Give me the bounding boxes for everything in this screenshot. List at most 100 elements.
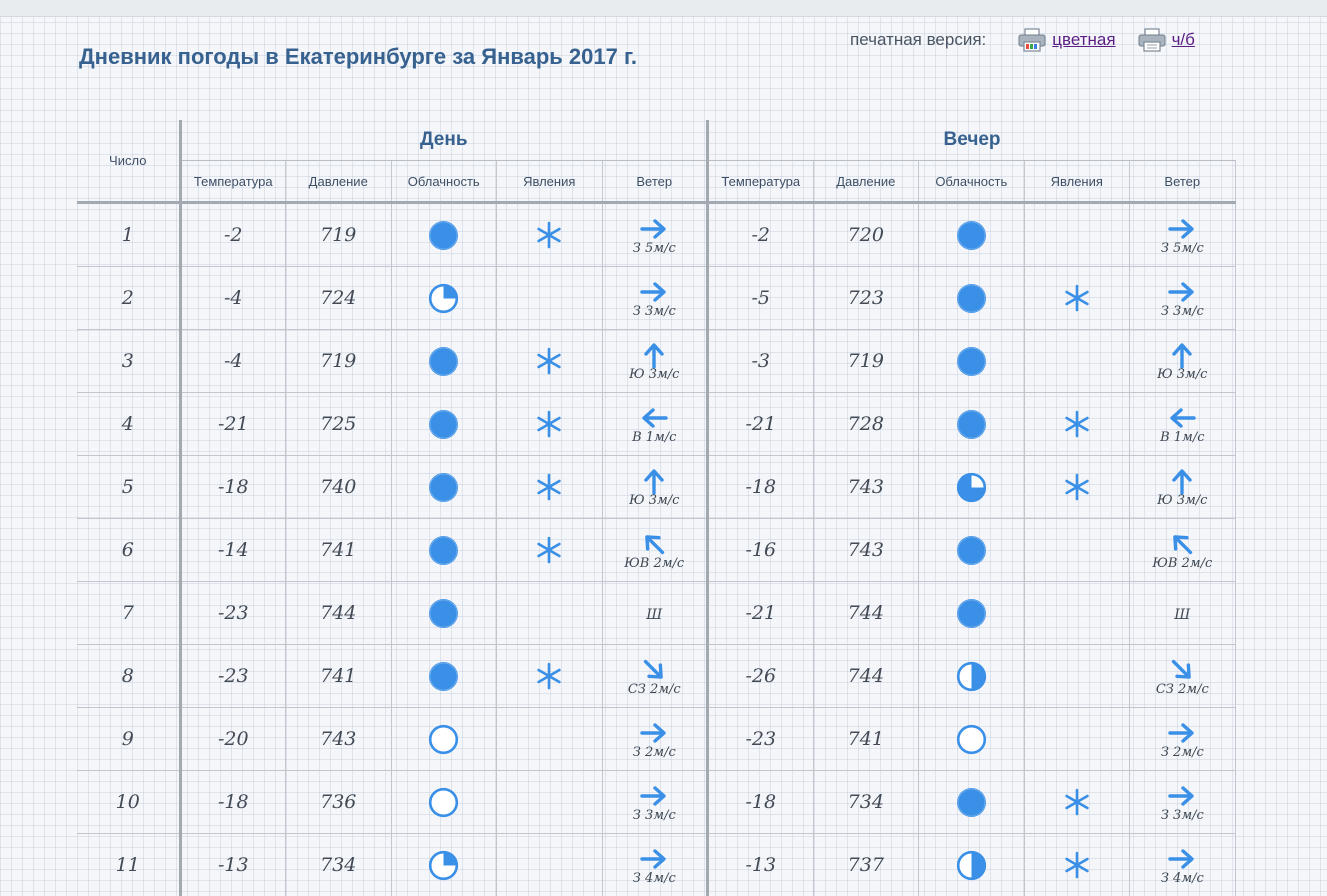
cloud-clear-icon	[428, 724, 459, 755]
evening-wind-cell: Ю 3м/с	[1130, 330, 1236, 393]
print-bw-link-text[interactable]: ч/б	[1172, 30, 1195, 50]
day-cloudiness-cell	[391, 771, 497, 834]
evening-cloudiness-cell	[919, 456, 1025, 519]
cloud-three-quarter-icon	[956, 472, 987, 503]
date-cell: 11	[77, 834, 180, 896]
wind-label: В 1м/с	[632, 430, 676, 445]
evening-pressure-cell: 723	[813, 267, 919, 330]
evening-temperature-cell: -18	[708, 771, 814, 834]
header-evening-temperature: Температура	[708, 161, 814, 203]
wind-arrow	[639, 340, 669, 370]
arrow-right-icon	[639, 844, 669, 874]
cloud-full-icon	[428, 661, 459, 692]
header-evening-cloudiness: Облачность	[919, 161, 1025, 203]
cloud-clear-icon	[956, 724, 987, 755]
snow-icon	[535, 410, 563, 438]
evening-pressure-cell: 728	[813, 393, 919, 456]
day-temperature-cell: -20	[180, 708, 286, 771]
day-wind-cell: ЮВ 2м/с	[602, 519, 708, 582]
wind-arrow	[639, 403, 669, 433]
day-phenomena-cell	[497, 708, 603, 771]
wind-block: З 2м/с	[603, 718, 707, 760]
day-phenomena-cell	[497, 267, 603, 330]
evening-wind-cell: ЮВ 2м/с	[1130, 519, 1236, 582]
snow-icon	[535, 347, 563, 375]
print-color-link[interactable]: цветная	[1018, 28, 1115, 52]
wind-label: СЗ 2м/с	[1156, 682, 1209, 697]
wind-arrow	[639, 655, 669, 685]
wind-label: З 3м/с	[633, 304, 676, 319]
date-cell: 6	[77, 519, 180, 582]
day-pressure-cell: 736	[286, 771, 392, 834]
cloud-full-icon	[956, 409, 987, 440]
evening-temperature-cell: -26	[708, 645, 814, 708]
snow-icon	[535, 473, 563, 501]
evening-pressure-cell: 744	[813, 645, 919, 708]
wind-arrow	[1167, 718, 1197, 748]
arrow-left-icon	[1167, 403, 1197, 433]
wind-calm-label: Ш	[1174, 607, 1190, 623]
wind-arrow	[639, 529, 669, 559]
evening-wind-cell: Ш	[1130, 582, 1236, 645]
evening-cloudiness-cell	[919, 203, 1025, 267]
evening-phenomena-cell	[1024, 203, 1130, 267]
cloud-full-icon	[956, 535, 987, 566]
print-color-link-text[interactable]: цветная	[1052, 30, 1115, 50]
evening-wind-cell: З 3м/с	[1130, 771, 1236, 834]
evening-phenomena-cell	[1024, 834, 1130, 896]
day-cloudiness-cell	[391, 203, 497, 267]
evening-wind-cell: В 1м/с	[1130, 393, 1236, 456]
print-bw-link[interactable]: ч/б	[1138, 28, 1195, 52]
arrow-right-icon	[1167, 214, 1197, 244]
day-pressure-cell: 724	[286, 267, 392, 330]
cloud-quarter-icon	[428, 850, 459, 881]
wind-label: З 3м/с	[1161, 808, 1204, 823]
wind-arrow	[1167, 655, 1197, 685]
date-cell: 2	[77, 267, 180, 330]
day-cloudiness-cell	[391, 519, 497, 582]
day-phenomena-cell	[497, 203, 603, 267]
wind-block: Ю 3м/с	[603, 340, 707, 382]
evening-temperature-cell: -3	[708, 330, 814, 393]
wind-label: Ю 3м/с	[629, 367, 679, 382]
day-cloudiness-cell	[391, 582, 497, 645]
wind-label: В 1м/с	[1160, 430, 1204, 445]
evening-phenomena-cell	[1024, 519, 1130, 582]
header-evening-pressure: Давление	[813, 161, 919, 203]
wind-label: З 5м/с	[633, 241, 676, 256]
day-temperature-cell: -23	[180, 582, 286, 645]
arrow-right-icon	[1167, 844, 1197, 874]
cloud-full-icon	[428, 535, 459, 566]
evening-pressure-cell: 734	[813, 771, 919, 834]
evening-pressure-cell: 741	[813, 708, 919, 771]
wind-arrow	[639, 277, 669, 307]
day-temperature-cell: -18	[180, 456, 286, 519]
evening-phenomena-cell	[1024, 456, 1130, 519]
day-pressure-cell: 725	[286, 393, 392, 456]
print-version-label: печатная версия:	[850, 30, 986, 50]
wind-arrow	[639, 214, 669, 244]
evening-wind-cell: З 4м/с	[1130, 834, 1236, 896]
snow-icon	[1063, 410, 1091, 438]
arrow-right-icon	[639, 781, 669, 811]
day-wind-cell: Ю 3м/с	[602, 456, 708, 519]
header-day-temperature: Температура	[180, 161, 286, 203]
wind-arrow	[1167, 781, 1197, 811]
evening-pressure-cell: 743	[813, 519, 919, 582]
evening-phenomena-cell	[1024, 645, 1130, 708]
printer-color-icon[interactable]	[1018, 28, 1046, 52]
printer-bw-icon[interactable]	[1138, 28, 1166, 52]
evening-wind-cell: З 3м/с	[1130, 267, 1236, 330]
cloud-full-icon	[956, 598, 987, 629]
evening-wind-cell: З 5м/с	[1130, 203, 1236, 267]
arrow-up-icon	[1167, 340, 1197, 370]
evening-cloudiness-cell	[919, 519, 1025, 582]
evening-wind-cell: Ю 3м/с	[1130, 456, 1236, 519]
day-phenomena-cell	[497, 393, 603, 456]
